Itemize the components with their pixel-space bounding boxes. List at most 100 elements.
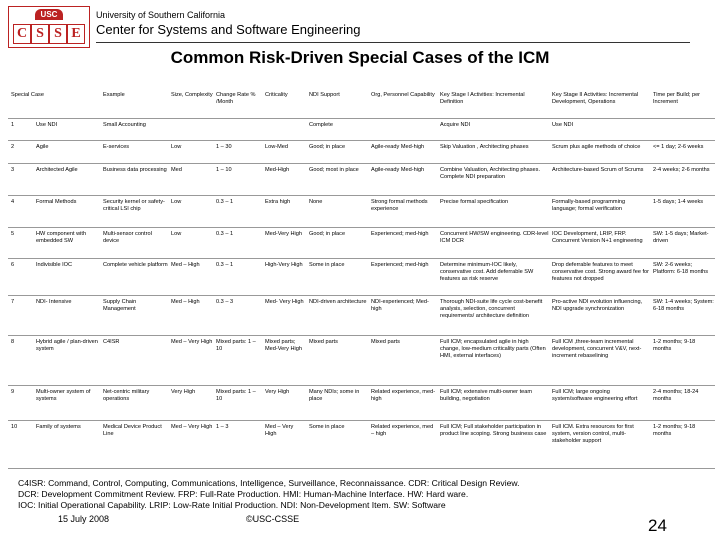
table-cell: Low bbox=[171, 144, 182, 150]
table-cell: 1 – 3 bbox=[216, 424, 229, 430]
table-cell: High-Very High bbox=[265, 262, 303, 268]
footnotes: C4ISR: Command, Control, Computing, Comm… bbox=[18, 478, 520, 511]
table-cell: Multi-sensor control device bbox=[103, 231, 152, 244]
rule bbox=[8, 140, 715, 141]
table-cell: 1 bbox=[11, 122, 15, 128]
logo-top: USC bbox=[35, 9, 63, 20]
table-cell: Complete vehicle platform bbox=[103, 262, 168, 268]
table-cell: 1-2 months; 9-18 months bbox=[653, 339, 696, 352]
table-cell: Supply Chain Management bbox=[103, 299, 137, 312]
table-cell: Thorough NDI-suite life cycle cost-benef… bbox=[440, 299, 543, 319]
table-cell: 1 – 30 bbox=[216, 144, 232, 150]
rule bbox=[8, 118, 715, 119]
table-cell: Full ICM; Full stakeholder participation… bbox=[440, 424, 547, 437]
table-cell: Indivisible IOC bbox=[36, 262, 73, 268]
table-cell: Family of systems bbox=[36, 424, 81, 430]
table-cell: 2-4 weeks; 2-6 months bbox=[653, 167, 710, 173]
table-cell: Very High bbox=[265, 389, 290, 395]
table-cell: NDI-experienced; Med-high bbox=[371, 299, 429, 312]
rule bbox=[8, 420, 715, 421]
table-cell: Pro-active NDI evolution influencing, ND… bbox=[552, 299, 643, 312]
table-cell: 1-2 months; 9-18 months bbox=[653, 424, 696, 437]
rule bbox=[8, 468, 715, 469]
table-cell: Some in place bbox=[309, 262, 345, 268]
rule bbox=[8, 335, 715, 336]
table-cell: 8 bbox=[11, 339, 15, 345]
logo-letter: C bbox=[13, 24, 31, 44]
table-cell: Related experience, med – high bbox=[371, 424, 434, 437]
table-cell: Use NDI bbox=[36, 122, 58, 128]
table-cell: Concurrent HW/SW engineering. CDR-level … bbox=[440, 231, 549, 244]
column-header: Org, Personnel Capability bbox=[371, 92, 435, 98]
table-cell: Use NDI bbox=[552, 122, 574, 128]
column-header: Criticality bbox=[265, 92, 288, 98]
column-header: Special Case bbox=[11, 92, 44, 98]
table-cell: Small Accounting bbox=[103, 122, 146, 128]
table-cell: 0.3 – 1 bbox=[216, 199, 234, 205]
table-cell: Full ICM; encapsulated agile in high cha… bbox=[440, 339, 546, 359]
logo-letter: E bbox=[67, 24, 85, 44]
table-cell: 2 bbox=[11, 144, 15, 150]
table-cell: Full ICM ,three-team incremental develop… bbox=[552, 339, 642, 359]
table-cell: Combine Valuation, Architecting phases. … bbox=[440, 167, 541, 180]
rule bbox=[8, 295, 715, 296]
table-cell: Med – Very High bbox=[171, 339, 213, 345]
header-rule bbox=[96, 42, 690, 43]
table-cell: Drop deferrable features to meet conserv… bbox=[552, 262, 650, 282]
table-cell: Low-Med bbox=[265, 144, 289, 150]
table-cell: Agile-ready Med-high bbox=[371, 144, 425, 150]
table-cell: Extra high bbox=[265, 199, 291, 205]
column-header: Key Stage II Activities: Incremental Dev… bbox=[552, 92, 639, 105]
table-cell: Agile-ready Med-high bbox=[371, 167, 425, 173]
table-cell: Architecture-based Scrum of Scrums bbox=[552, 167, 644, 173]
column-header: Size, Complexity bbox=[171, 92, 213, 98]
table-cell: E-services bbox=[103, 144, 130, 150]
table-cell: SW: 2-6 weeks; Platform: 6-18 months bbox=[653, 262, 709, 275]
table-cell: HW component with embedded SW bbox=[36, 231, 87, 244]
table-cell: Mixed parts bbox=[371, 339, 400, 345]
table-cell: Experienced; med-high bbox=[371, 231, 429, 237]
title: Common Risk-Driven Special Cases of the … bbox=[170, 48, 550, 67]
table-cell: Good; in place bbox=[309, 144, 346, 150]
table-cell: Good; most in place bbox=[309, 167, 359, 173]
table-cell: Scrum plus agile methods of choice bbox=[552, 144, 641, 150]
table-cell: Architected Agile bbox=[36, 167, 78, 173]
column-header: Change Rate % /Month bbox=[216, 92, 256, 105]
table-cell: Strong formal methods experience bbox=[371, 199, 428, 212]
center: Center for Systems and Software Engineer… bbox=[96, 22, 361, 37]
table-cell: Full ICM; extensive multi-owner team bui… bbox=[440, 389, 533, 402]
table-cell: Multi-owner system of systems bbox=[36, 389, 91, 402]
column-header: NDI Support bbox=[309, 92, 340, 98]
table-cell: Med-High bbox=[265, 167, 290, 173]
rule bbox=[8, 258, 715, 259]
table-cell: Med – High bbox=[171, 262, 200, 268]
table-cell: 1-5 days; 1-4 weeks bbox=[653, 199, 704, 205]
table-cell: Low bbox=[171, 199, 182, 205]
table-cell: 6 bbox=[11, 262, 15, 268]
table-cell: Experienced; med-high bbox=[371, 262, 429, 268]
table-cell: Hybrid agile / plan-driven system bbox=[36, 339, 98, 352]
table-cell: Precise formal specification bbox=[440, 199, 509, 205]
university: University of Southern California bbox=[96, 10, 226, 20]
table-cell: Related experience, med-high bbox=[371, 389, 436, 402]
table-cell: Complete bbox=[309, 122, 333, 128]
table-cell: 0.3 – 1 bbox=[216, 231, 234, 237]
table-cell: SW: 1-5 days; Market-driven bbox=[653, 231, 709, 244]
table-cell: IOC Development, LRIP, FRP. Concurrent V… bbox=[552, 231, 643, 244]
table-cell: Med-Very High bbox=[265, 231, 302, 237]
logo-letter: S bbox=[31, 24, 49, 44]
table-cell: Mixed parts bbox=[309, 339, 338, 345]
page-number: 24 bbox=[648, 516, 667, 535]
table-cell: Med – Very High bbox=[265, 424, 294, 437]
table-cell: Mixed parts: 1 – 10 bbox=[216, 389, 256, 402]
table-cell: 9 bbox=[11, 389, 15, 395]
column-header: Key Stage I Activities: Incremental Defi… bbox=[440, 92, 525, 105]
table-cell: SW: 1-4 weeks; System: 6-18 months bbox=[653, 299, 714, 312]
table-cell: 2-4 months; 18-24 months bbox=[653, 389, 699, 402]
table-cell: 0.3 – 1 bbox=[216, 262, 234, 268]
table-cell: Acquire NDI bbox=[440, 122, 471, 128]
table-cell: Good; in place bbox=[309, 231, 346, 237]
table-cell: Mixed parts; Med-Very High bbox=[265, 339, 302, 352]
table-cell: <= 1 day; 2-6 weeks bbox=[653, 144, 704, 150]
